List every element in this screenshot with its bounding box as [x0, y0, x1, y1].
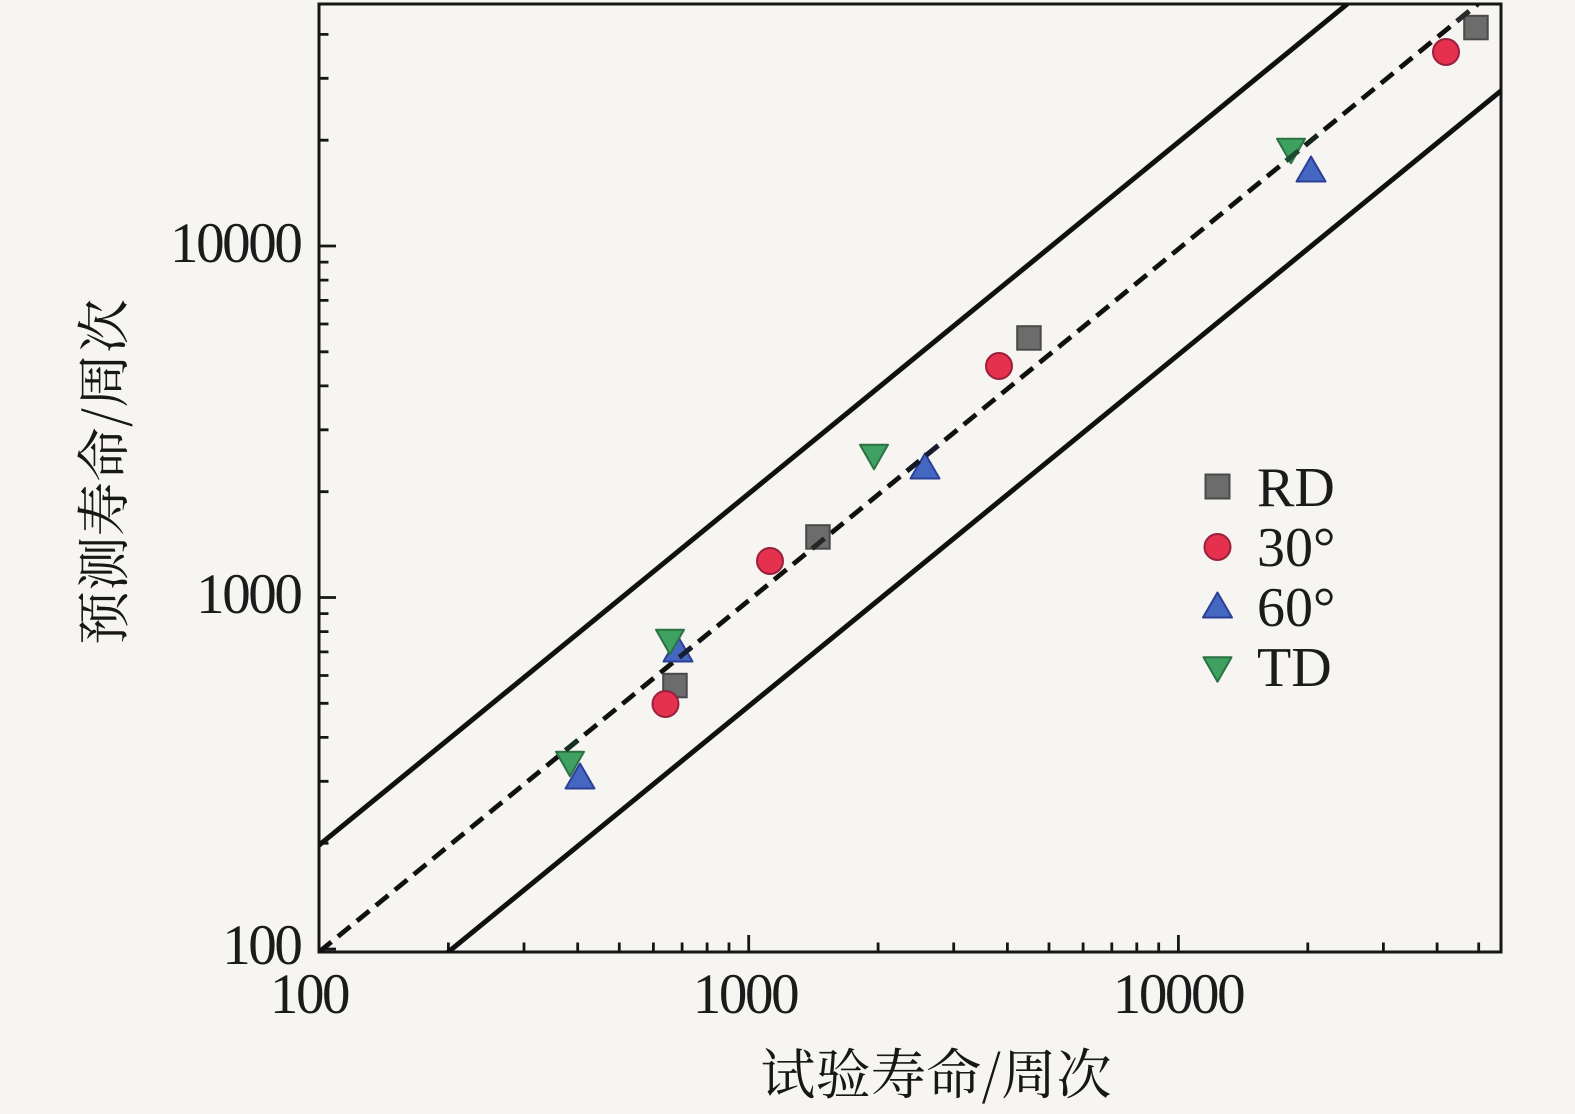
svg-text:60°: 60° — [1257, 577, 1335, 639]
svg-text:1000: 1000 — [196, 563, 301, 626]
svg-text:1000: 1000 — [693, 963, 798, 1026]
svg-text:10000: 10000 — [170, 212, 301, 275]
svg-text:10000: 10000 — [1113, 963, 1244, 1026]
svg-text:30°: 30° — [1257, 517, 1335, 579]
svg-text:100: 100 — [270, 963, 349, 1026]
svg-text:RD: RD — [1257, 457, 1335, 519]
svg-text:100: 100 — [222, 914, 301, 977]
svg-text:TD: TD — [1257, 637, 1332, 699]
